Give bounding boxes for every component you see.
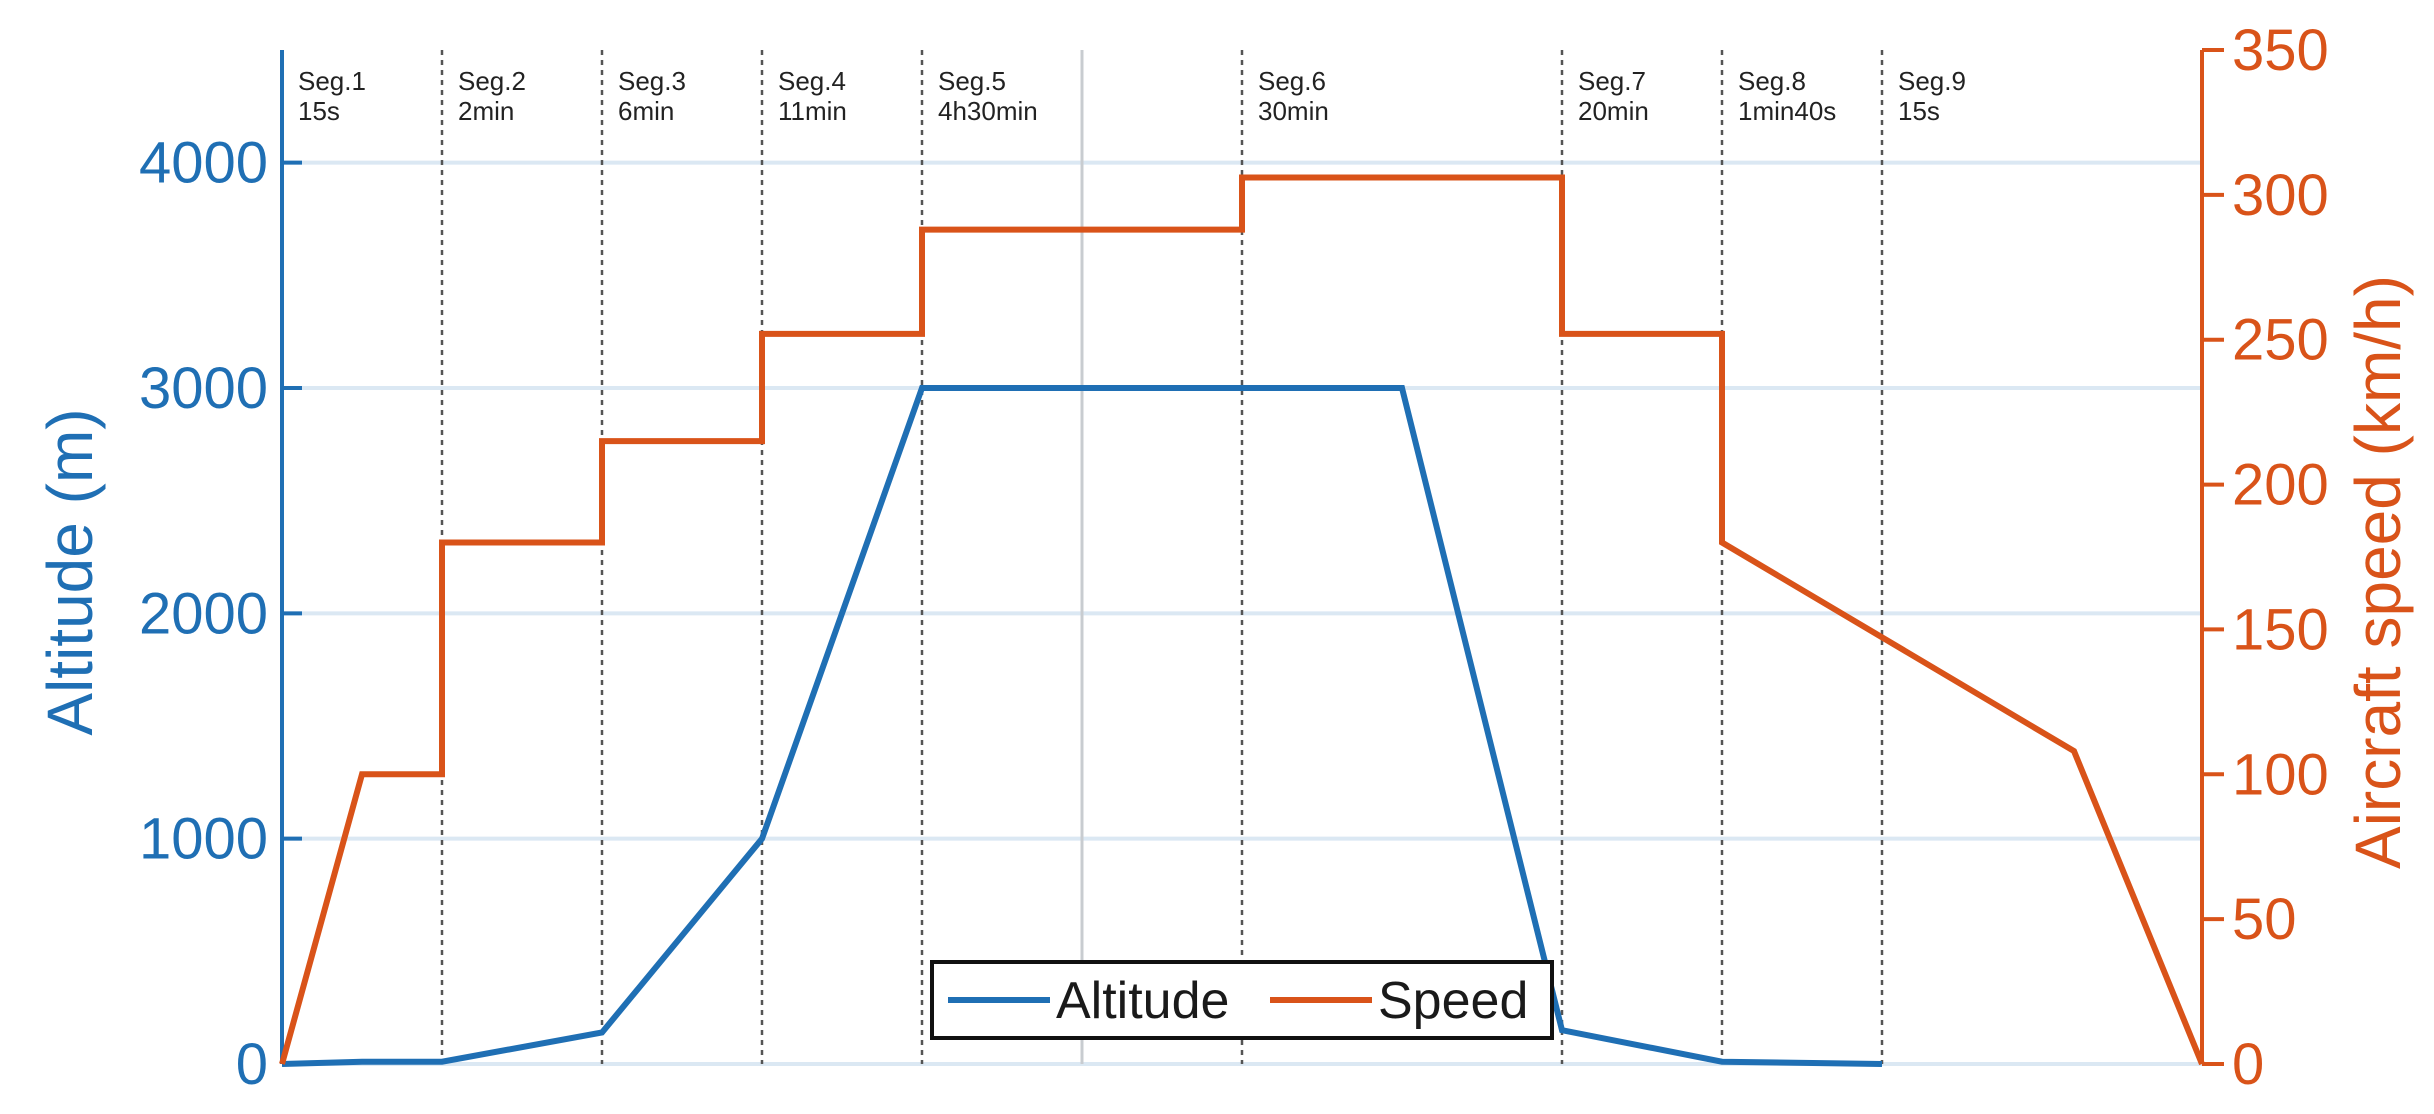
- y-tick-label-right: 100: [2232, 742, 2329, 807]
- segment-name-label: Seg.3: [618, 66, 686, 96]
- series-line-altitude: [281, 385, 1883, 1067]
- segment-duration-label: 30min: [1258, 96, 1329, 126]
- segment-duration-label: 2min: [458, 96, 514, 126]
- y-tick-label-right: 250: [2232, 308, 2329, 373]
- y-tick-label-right: 350: [2232, 18, 2329, 83]
- segment-name-label: Seg.9: [1898, 66, 1966, 96]
- y-tick-label-left: 0: [236, 1032, 268, 1097]
- y-tick-label-right: 150: [2232, 597, 2329, 662]
- segment-labels: Seg.115sSeg.22minSeg.36minSeg.411minSeg.…: [298, 66, 1966, 126]
- legend-altitude-label: Altitude: [1056, 972, 1229, 1030]
- y-tick-label-right: 50: [2232, 887, 2297, 952]
- y-tick-label-left: 3000: [139, 356, 268, 421]
- legend: Altitude Speed: [930, 960, 1554, 1040]
- segment-duration-label: 20min: [1578, 96, 1649, 126]
- segment-name-label: Seg.2: [458, 66, 526, 96]
- segment-name-label: Seg.5: [938, 66, 1006, 96]
- segment-duration-label: 6min: [618, 96, 674, 126]
- y-tick-label-left: 1000: [139, 807, 268, 872]
- y-tick-label-right: 300: [2232, 163, 2329, 228]
- y-axis-right-label: Aircraft speed (km/h): [2342, 275, 2414, 869]
- y-tick-label-right: 0: [2232, 1032, 2264, 1097]
- y-tick-label-right: 200: [2232, 453, 2329, 518]
- segment-duration-label: 15s: [1898, 96, 1940, 126]
- segment-name-label: Seg.6: [1258, 66, 1326, 96]
- segment-separators: [440, 50, 1884, 1064]
- y-tick-label-left: 2000: [139, 581, 268, 646]
- axes-layer: 0 1000 2000 3000 4000 0 50 100 150 200 250 300 350: [139, 18, 2329, 1097]
- segment-name-label: Seg.1: [298, 66, 366, 96]
- segment-duration-label: 15s: [298, 96, 340, 126]
- series-layer: [279, 174, 2205, 1067]
- segment-duration-label: 11min: [778, 96, 847, 126]
- segment-name-label: Seg.4: [778, 66, 846, 96]
- segment-duration-label: 1min40s: [1738, 96, 1836, 126]
- series-line-speed: [279, 174, 2205, 1066]
- y-axis-left-label: Altitude (m): [34, 408, 106, 735]
- y-tick-label-left: 4000: [139, 131, 268, 196]
- segment-duration-label: 4h30min: [938, 96, 1038, 126]
- legend-speed-label: Speed: [1378, 972, 1528, 1030]
- segment-name-label: Seg.7: [1578, 66, 1646, 96]
- segment-name-label: Seg.8: [1738, 66, 1806, 96]
